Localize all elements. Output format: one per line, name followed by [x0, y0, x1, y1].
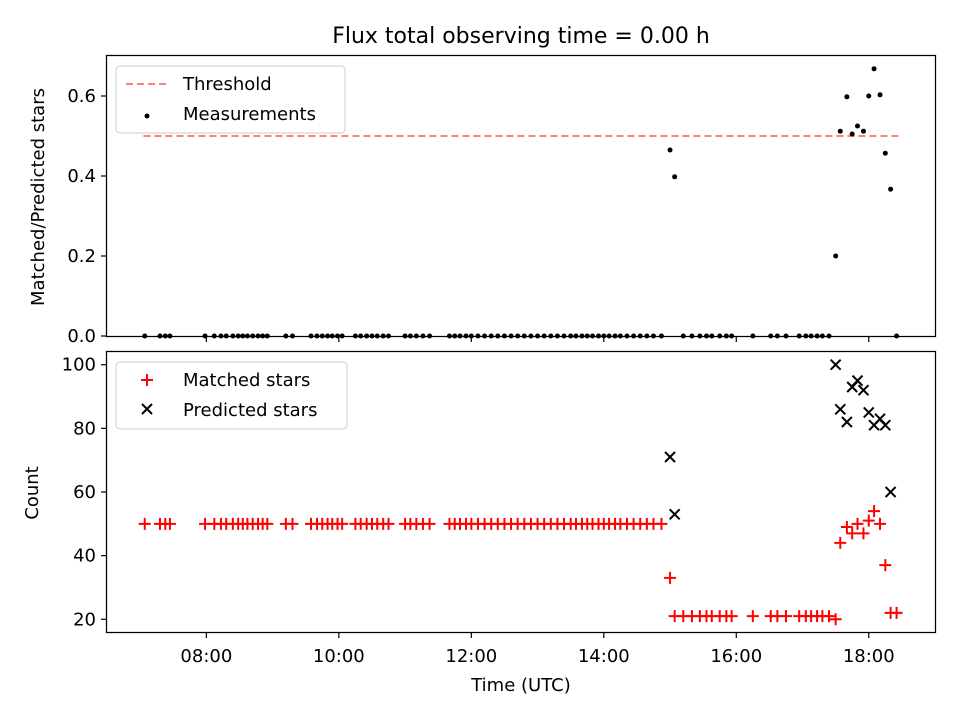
matched-star-marker: [138, 517, 151, 530]
bottom-x-tick-label: 12:00: [445, 646, 497, 667]
matched-star-marker: [655, 517, 668, 530]
matched-star-marker: [336, 517, 349, 530]
predicted-star-marker: [857, 384, 870, 396]
matched-star-marker: [286, 517, 299, 530]
measurement-point: [860, 128, 866, 134]
top-y-axis: 0.0 0.2 0.4 0.6: [67, 86, 107, 347]
predicted-star-marker: [664, 451, 676, 463]
top-y-tick-label: 0.2: [67, 246, 96, 267]
measurement-point: [854, 123, 860, 129]
measurement-point: [672, 174, 678, 180]
measurement-point: [877, 92, 883, 98]
matched-star-marker: [725, 610, 738, 623]
matched-star-marker: [834, 536, 847, 549]
legend-predicted-label: Predicted stars: [183, 400, 317, 421]
matched-star-marker: [261, 517, 274, 530]
matched-star-marker: [779, 610, 792, 623]
matched-star-marker: [840, 521, 853, 533]
bottom-ylabel: Count: [22, 466, 43, 519]
measurement-point: [844, 94, 850, 100]
matched-star-marker: [862, 514, 875, 527]
matched-star-marker: [382, 517, 395, 530]
bottom-y-axis: 20 40 60 80 100: [62, 355, 107, 630]
predicted-star-marker: [841, 416, 853, 428]
top-y-tick-label: 0.4: [67, 166, 96, 187]
predicted-star-marker: [884, 486, 897, 498]
bottom-x-tick-label: 18:00: [843, 646, 895, 667]
bottom-y-tick-label: 20: [73, 609, 96, 630]
measurement-point: [837, 128, 843, 134]
matched-star-marker: [879, 559, 892, 572]
matched-star-marker: [890, 606, 903, 619]
predicted-star-marker: [879, 419, 892, 431]
measurement-point: [871, 66, 877, 72]
legend-threshold-label: Threshold: [182, 74, 272, 95]
top-y-tick-label: 0.0: [67, 326, 96, 347]
predicted-star-marker: [851, 374, 864, 387]
legend-predicted-swatch: [141, 403, 153, 415]
bottom-axes-frame: [105, 350, 937, 634]
measurement-point: [849, 131, 855, 137]
top-ylabel: Matched/Predicted stars: [28, 88, 49, 306]
bottom-xlabel: Time (UTC): [470, 675, 571, 696]
matched-star-marker: [868, 505, 881, 518]
bottom-y-tick-label: 40: [73, 546, 96, 567]
bottom-x-tick-label: 10:00: [313, 646, 365, 667]
predicted-star-marker: [863, 406, 875, 419]
measurement-point: [667, 147, 673, 153]
matched-star-marker: [746, 610, 759, 623]
legend-measurements-label: Measurements: [183, 104, 316, 125]
legend-measurements-swatch: [144, 113, 150, 119]
bottom-x-tick-label: 16:00: [710, 646, 762, 667]
measurement-point: [888, 186, 894, 192]
matched-star-marker: [163, 517, 176, 530]
top-panel: Matched/Predicted stars 0.0 0.2 0.4 0.6 Thr…: [28, 54, 937, 347]
bottom-y-tick-label: 80: [73, 418, 96, 439]
bottom-legend: Matched stars Predicted stars: [115, 361, 348, 430]
chart-title: Flux total observing time = 0.00 h: [332, 24, 710, 49]
matched-star-marker: [851, 517, 864, 530]
bottom-x-tick-label: 14:00: [578, 646, 630, 667]
bottom-plot-area: [138, 359, 903, 626]
matched-star-marker: [829, 613, 842, 626]
bottom-panel: Count 20 40 60 80 100 08:00 10:00 12:00 14:00 16…: [22, 350, 937, 696]
bottom-x-axis: 08:00 10:00 12:00 14:00 16:00 18:00: [180, 632, 895, 667]
measurement-point: [882, 150, 888, 156]
measurement-point: [833, 253, 839, 259]
matched-star-marker: [423, 517, 436, 530]
bottom-legend-box: [115, 361, 348, 430]
top-axes-frame: [105, 54, 937, 338]
bottom-x-tick-label: 08:00: [180, 646, 232, 667]
predicted-star-marker: [829, 359, 842, 371]
top-y-tick-label: 0.6: [67, 86, 96, 107]
top-legend-box: [115, 65, 346, 134]
matched-star-marker: [664, 571, 677, 584]
measurement-point: [866, 93, 872, 99]
bottom-y-tick-label: 100: [62, 355, 96, 376]
predicted-star-marker: [668, 508, 681, 520]
legend-matched-swatch: [141, 374, 153, 386]
legend-matched-label: Matched stars: [183, 370, 310, 391]
bottom-y-tick-label: 60: [73, 482, 96, 503]
matched-star-marker: [874, 517, 887, 530]
matched-star-marker: [823, 610, 836, 623]
predicted-star-marker: [834, 403, 846, 415]
matched-star-marker: [846, 527, 859, 540]
top-legend: Threshold Measurements: [115, 65, 346, 134]
matched-star-marker: [857, 527, 870, 540]
